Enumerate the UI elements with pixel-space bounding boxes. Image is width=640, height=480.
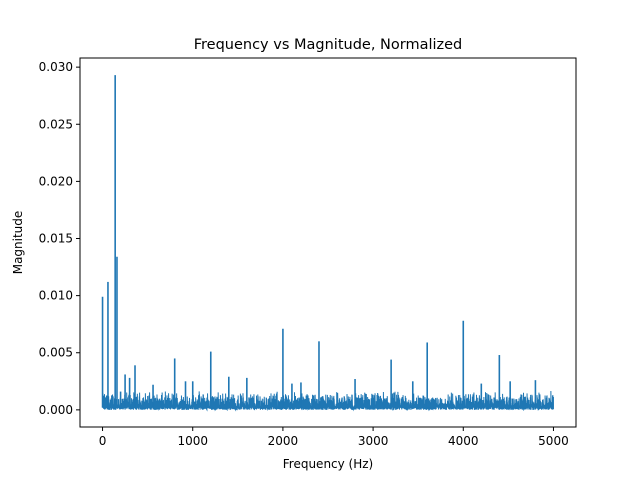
y-axis: 0.000 0.005 0.010 0.015 0.020 0.025 0.030 — [39, 60, 80, 417]
y-tick-label: 0.000 — [39, 403, 73, 417]
y-axis-label: Magnitude — [11, 211, 25, 275]
y-tick-label: 0.015 — [39, 232, 73, 246]
y-tick-label: 0.005 — [39, 346, 73, 360]
x-tick-label: 0 — [99, 434, 107, 448]
plot-area — [101, 75, 554, 412]
y-tick-label: 0.010 — [39, 289, 73, 303]
x-tick-label: 2000 — [268, 434, 299, 448]
y-tick-label: 0.020 — [39, 174, 73, 188]
x-axis-label: Frequency (Hz) — [283, 457, 374, 471]
x-tick-label: 4000 — [448, 434, 479, 448]
y-tick-label: 0.025 — [39, 117, 73, 131]
x-tick-label: 5000 — [538, 434, 569, 448]
noise-floor-trace — [102, 391, 554, 412]
chart-title: Frequency vs Magnitude, Normalized — [194, 37, 463, 53]
x-tick-label: 3000 — [358, 434, 389, 448]
axes-frame — [79, 57, 577, 428]
y-tick-label: 0.030 — [39, 60, 73, 74]
x-tick-label: 1000 — [177, 434, 208, 448]
x-axis: 0 1000 2000 3000 4000 5000 — [99, 427, 569, 448]
